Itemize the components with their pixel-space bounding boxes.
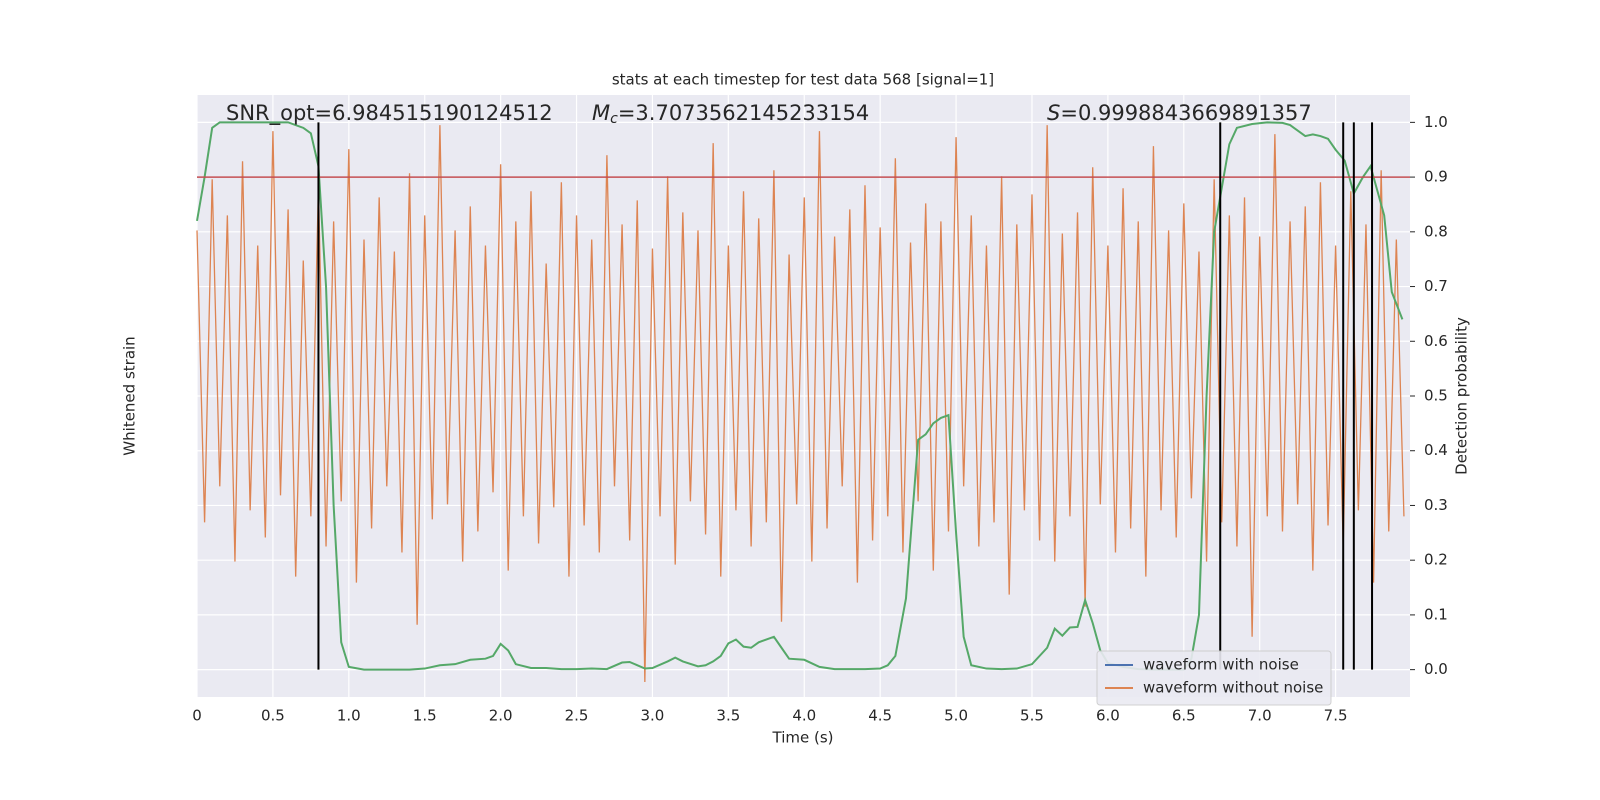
legend-label: waveform with noise: [1143, 656, 1299, 674]
annotation-symbol: M: [592, 101, 610, 125]
annotation-symbol: S: [1047, 101, 1060, 125]
y2-tick-label: 1.0: [1424, 113, 1448, 131]
x-tick-label: 2.5: [565, 707, 589, 725]
x-tick-label: 4.0: [792, 707, 816, 725]
legend-box: [1096, 650, 1332, 706]
y2-tick-label: 0.3: [1424, 496, 1448, 514]
x-tick-label: 3.5: [716, 707, 740, 725]
x-tick-label: 1.0: [337, 707, 361, 725]
series-line: [196, 121, 1404, 671]
y2-tick-label: 0.1: [1424, 605, 1448, 623]
annotation-mc: Mc=3.7073562145233154: [592, 101, 869, 127]
y2-tick-label: 0.0: [1424, 660, 1448, 678]
chart-title: stats at each timestep for test data 568…: [612, 71, 994, 89]
y2-tick-label: 0.9: [1424, 168, 1448, 186]
y2-tick-label: 0.8: [1424, 222, 1448, 240]
x-tick-label: 4.5: [868, 707, 892, 725]
annotation-text: =3.7073562145233154: [618, 101, 869, 125]
x-tick-label: 6.0: [1096, 707, 1120, 725]
x-tick-label: 7.0: [1248, 707, 1272, 725]
y2-tick-label: 0.2: [1424, 551, 1448, 569]
annotation-snr: SNR_opt=6.984515190124512: [226, 101, 553, 126]
x-tick-label: 5.5: [1020, 707, 1044, 725]
x-tick-label: 2.0: [489, 707, 513, 725]
legend-label: waveform without noise: [1143, 679, 1323, 697]
y2-axis-label: Detection probability: [1453, 317, 1471, 475]
y-axis-label: Whitened strain: [121, 336, 139, 455]
y2-tick-label: 0.4: [1424, 441, 1448, 459]
x-tick-label: 5.0: [944, 707, 968, 725]
y2-tick-label: 0.6: [1424, 332, 1448, 350]
annotation-subscript: c: [610, 111, 618, 127]
x-tick-label: 0: [192, 707, 202, 725]
annotation-text: =0.9998843669891357: [1060, 101, 1311, 125]
x-tick-label: 6.5: [1172, 707, 1196, 725]
x-tick-label: 7.5: [1324, 707, 1348, 725]
x-tick-label: 1.5: [413, 707, 437, 725]
x-axis-label: Time (s): [772, 729, 834, 747]
x-tick-label: 0.5: [261, 707, 285, 725]
annotation-s: S=0.9998843669891357: [1047, 101, 1312, 125]
y2-tick-label: 0.5: [1424, 387, 1448, 405]
y2-tick-label: 0.7: [1424, 277, 1448, 295]
x-tick-label: 3.0: [641, 707, 665, 725]
series-line: [196, 125, 1405, 682]
